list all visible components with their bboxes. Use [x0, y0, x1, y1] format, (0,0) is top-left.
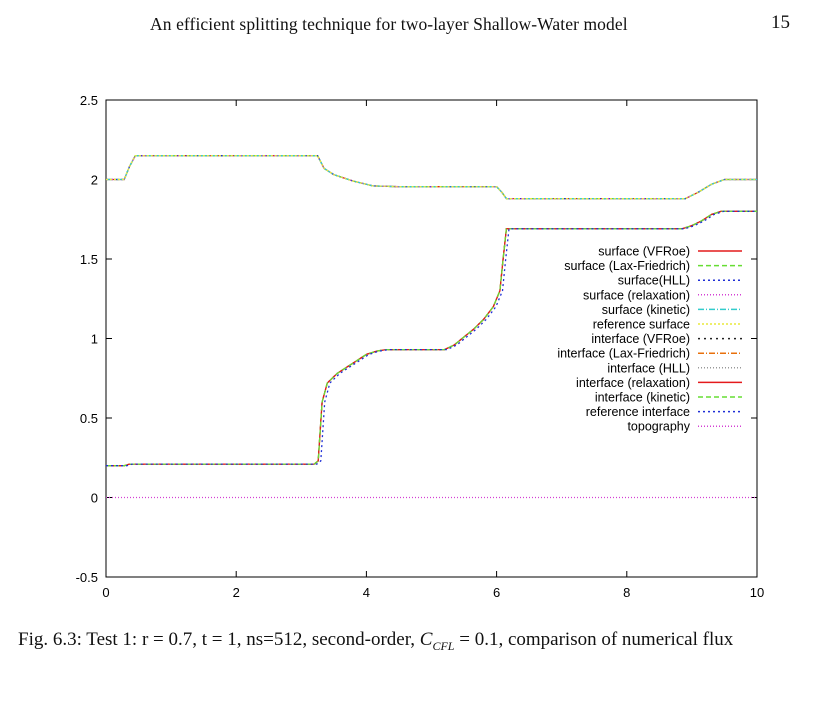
legend: surface (VFRoe)surface (Lax-Friedrich)su… [557, 245, 742, 434]
y-tick-label: 0.5 [80, 411, 98, 426]
caption-label: Fig. 6.3: [18, 629, 82, 650]
y-tick-label: 1.5 [80, 252, 98, 267]
caption-text-after: = 0.1, comparison of numerical flux [459, 629, 734, 650]
series-line [106, 210, 757, 467]
y-tick-label: 2 [91, 173, 98, 188]
figure-caption: Fig. 6.3: Test 1: r = 0.7, t = 1, ns=512… [18, 628, 798, 658]
series-line [106, 210, 757, 467]
x-tick-label: 0 [102, 585, 109, 600]
legend-entry-label: surface(HLL) [618, 274, 690, 288]
x-tick-label: 10 [750, 585, 764, 600]
legend-entry-label: reference interface [586, 405, 690, 419]
x-tick-label: 2 [233, 585, 240, 600]
x-tick-label: 8 [623, 585, 630, 600]
legend-entry-label: interface (VFRoe) [591, 332, 690, 346]
page-number: 15 [771, 12, 790, 33]
y-tick-label: 2.5 [80, 93, 98, 108]
caption-math-symbol: C [419, 629, 433, 650]
line-chart: 0 2 4 6 8 10-0.500.511.522.5 surface (VFRoe)s… [76, 93, 765, 600]
caption-math-subscript: CFL [432, 638, 455, 653]
series-line [106, 155, 757, 200]
x-tick-label: 6 [493, 585, 500, 600]
legend-entry-label: topography [627, 420, 690, 434]
x-tick-label: 4 [363, 585, 370, 600]
y-tick-label: 0 [91, 491, 98, 506]
series-line [106, 155, 757, 200]
legend-entry-label: interface (HLL) [607, 361, 690, 375]
series-lines [106, 155, 757, 499]
legend-entry-label: surface (VFRoe) [598, 245, 690, 259]
legend-entry-label: surface (Lax-Friedrich) [564, 259, 690, 273]
running-head-title: An efficient splitting technique for two… [150, 14, 628, 34]
caption-text-before: Test 1: r = 0.7, t = 1, ns=512, second-o… [86, 629, 416, 650]
y-tick-label: -0.5 [76, 570, 98, 585]
series-line [106, 155, 757, 200]
series-line [106, 155, 757, 200]
legend-entry-label: reference surface [593, 318, 690, 332]
legend-entry-label: interface (relaxation) [576, 376, 690, 390]
legend-entry-label: interface (Lax-Friedrich) [557, 347, 690, 361]
legend-entry-label: surface (relaxation) [583, 288, 690, 302]
axis-ticks: 0 2 4 6 8 10 -0.5 0 0.5 1 1.5 2 2.5 [76, 93, 765, 600]
y-tick-label: 1 [91, 332, 98, 347]
series-line [106, 155, 757, 200]
legend-entry-label: interface (kinetic) [595, 391, 690, 405]
series-line [106, 155, 757, 200]
legend-entry-label: surface (kinetic) [602, 303, 690, 317]
